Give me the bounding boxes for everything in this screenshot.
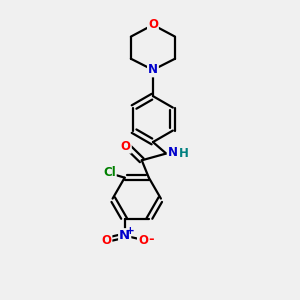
Text: +: +: [126, 226, 135, 236]
Text: O: O: [138, 235, 148, 248]
Text: N: N: [148, 63, 158, 76]
Text: N: N: [168, 146, 178, 159]
Text: Cl: Cl: [103, 166, 116, 179]
Text: H: H: [179, 147, 189, 160]
Text: -: -: [148, 233, 154, 246]
Text: O: O: [101, 235, 111, 248]
Text: N: N: [119, 229, 130, 242]
Text: O: O: [148, 18, 158, 32]
Text: O: O: [121, 140, 131, 153]
